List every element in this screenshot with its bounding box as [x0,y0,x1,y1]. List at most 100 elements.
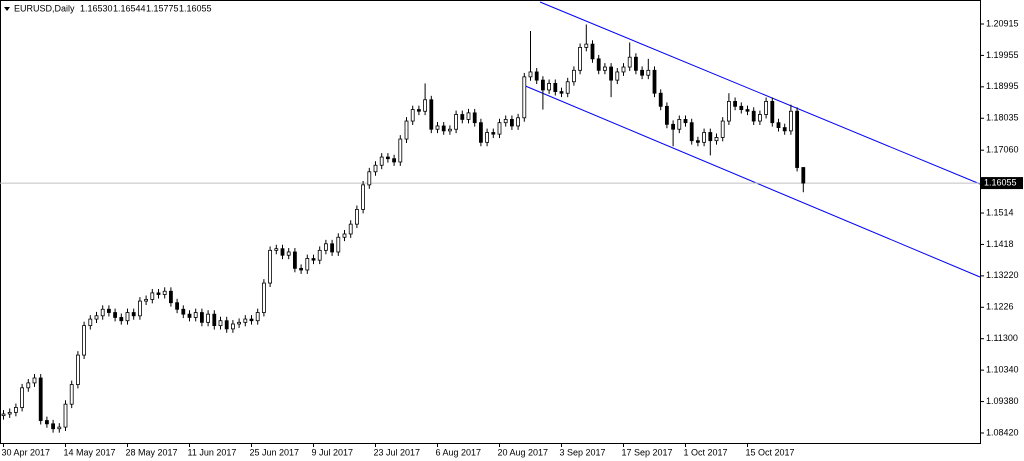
candle-body [212,313,217,327]
x-tick-label: 11 Jun 2017 [188,447,237,457]
candle-body [82,325,86,356]
candle-body [801,167,806,184]
candle-body [125,312,130,322]
y-tick-label: 1.09380 [986,396,1019,406]
candle-body [441,125,446,132]
x-tick-label: 20 Aug 2017 [498,447,549,457]
candle-body [795,110,799,168]
y-tick-label: 1.18035 [986,113,1019,123]
candle-body [94,315,99,320]
candle-body [404,120,409,140]
plot-frame [0,0,981,444]
price-label: 1.16055 [984,177,1017,187]
candle-body [491,132,496,135]
candle-body [478,122,483,143]
candle-body [218,320,223,327]
candle-body [553,83,558,92]
candle-body [168,290,173,304]
candle-body [472,112,477,124]
candle-body [113,312,117,318]
candle-body [361,184,366,210]
candle-body [305,258,310,271]
chart-title: EURUSD,Daily [14,3,75,13]
y-tick-label: 1.17060 [986,145,1019,155]
candle-body [88,318,93,327]
candle-body [280,248,285,256]
candle-body [689,122,694,142]
candle-body [416,109,421,112]
candle-body [292,251,297,269]
candle-body [596,58,601,71]
candle-body [559,91,564,94]
candle-body [162,290,167,295]
candle-body [665,105,669,125]
candle-body [547,83,551,91]
candle-body [26,382,31,389]
candle-body [137,300,142,317]
candle-body [261,282,266,313]
candle-body [658,92,663,107]
candle-body [181,308,186,315]
candle-body [621,66,626,73]
x-tick-label: 1 Oct 2017 [684,447,728,457]
y-tick-label: 1.10340 [986,365,1019,375]
menu-arrow[interactable] [4,7,10,11]
candle-body [460,114,465,120]
candle-body [447,128,452,132]
candle-body [708,132,713,142]
candle-body [206,313,211,323]
candle-body [249,318,254,322]
y-tick-label: 1.19955 [986,50,1019,60]
candle-body [646,69,651,76]
candle-body [323,243,328,251]
candle-body [789,110,793,132]
x-tick-label: 15 Oct 2017 [746,447,795,457]
candle-body [107,308,111,313]
x-tick-label: 28 May 2017 [126,447,178,457]
candle-body [522,76,527,119]
candle-body [348,223,353,235]
candle-body [485,132,490,143]
candle-body [330,243,335,253]
candle-body [696,140,700,143]
x-tick-label: 14 May 2017 [64,447,116,457]
candle-body [379,156,384,166]
price-label-bg [981,177,1023,190]
candle-body [758,114,762,122]
channel-lower [522,84,981,278]
ohlc-value: 1.16544 [113,3,146,13]
candle-body [119,317,124,322]
candle-body [20,387,25,408]
candle-body [69,384,74,405]
candle-body [578,46,582,71]
candle-body [76,354,80,385]
candle-body [367,171,372,186]
candle-body [274,248,279,251]
candle-body [38,377,43,421]
x-tick-label: 3 Sep 2017 [560,447,606,457]
candle-body [497,122,502,135]
candle-body [782,127,787,132]
candle-body [776,122,781,128]
candle-body [13,407,18,413]
candle-body [720,120,725,138]
candle-body [454,114,459,130]
candle-body [528,71,533,78]
y-tick-label: 1.13220 [986,270,1019,280]
candle-body [640,69,644,76]
candle-body [311,258,316,261]
candle-body [230,323,235,330]
y-tick-label: 1.18995 [986,81,1019,91]
channel-upper [539,1,981,185]
candle-body [354,209,359,225]
candle-body [63,403,68,428]
candle-body [590,43,595,60]
ohlc-value: 1.16530 [80,3,113,13]
x-tick-label: 6 Aug 2017 [436,447,482,457]
y-tick-label: 1.1514 [986,207,1014,217]
candle-body [466,112,471,120]
candle-body [733,101,737,107]
y-tick-label: 1.08420 [986,427,1019,437]
candle-body [702,132,706,143]
